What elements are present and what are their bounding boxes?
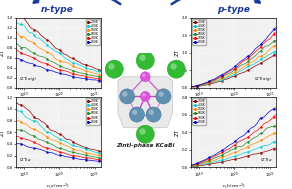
Circle shape	[122, 91, 128, 97]
Legend: 300K, 400K, 500K, 600K, 700K, 800K: 300K, 400K, 500K, 600K, 700K, 800K	[192, 98, 206, 125]
Circle shape	[142, 74, 145, 77]
Circle shape	[167, 60, 185, 78]
Text: (ZT)$_{zz}$: (ZT)$_{zz}$	[20, 156, 32, 164]
Legend: 300K, 400K, 500K, 600K, 700K, 800K: 300K, 400K, 500K, 600K, 700K, 800K	[86, 19, 100, 45]
Y-axis label: ZT: ZT	[0, 50, 5, 56]
Circle shape	[140, 72, 150, 82]
Circle shape	[149, 110, 154, 115]
Text: n-type: n-type	[41, 5, 73, 14]
Y-axis label: ZT: ZT	[175, 129, 180, 136]
Circle shape	[171, 63, 177, 70]
X-axis label: n_h(cm$^{-3}$): n_h(cm$^{-3}$)	[222, 181, 246, 189]
Legend: 300K, 400K, 500K, 600K, 700K, 800K: 300K, 400K, 500K, 600K, 700K, 800K	[192, 19, 206, 45]
Y-axis label: ZT: ZT	[0, 129, 5, 136]
Circle shape	[142, 93, 145, 97]
Circle shape	[159, 91, 164, 97]
Circle shape	[108, 63, 115, 70]
Circle shape	[132, 110, 137, 115]
Text: Zintl-phase KCaBi: Zintl-phase KCaBi	[116, 143, 175, 148]
Circle shape	[136, 51, 154, 70]
Circle shape	[146, 107, 161, 122]
Text: (ZT)$_{xx(yy)}$: (ZT)$_{xx(yy)}$	[20, 75, 38, 84]
Circle shape	[136, 125, 154, 143]
Circle shape	[105, 60, 123, 78]
Circle shape	[129, 107, 145, 122]
Circle shape	[139, 128, 146, 135]
Text: p-type: p-type	[217, 5, 250, 14]
Y-axis label: ZT: ZT	[175, 50, 180, 56]
Legend: 300K, 400K, 500K, 600K, 700K, 800K: 300K, 400K, 500K, 600K, 700K, 800K	[86, 98, 100, 125]
X-axis label: n_e(cm$^{-3}$): n_e(cm$^{-3}$)	[46, 181, 70, 189]
Circle shape	[156, 89, 171, 104]
Text: (ZT)$_{zz}$: (ZT)$_{zz}$	[260, 156, 272, 164]
PathPatch shape	[118, 77, 173, 127]
Text: (ZT)$_{xx(yy)}$: (ZT)$_{xx(yy)}$	[254, 75, 272, 84]
Circle shape	[119, 89, 135, 104]
Circle shape	[139, 55, 146, 61]
Circle shape	[140, 91, 150, 101]
